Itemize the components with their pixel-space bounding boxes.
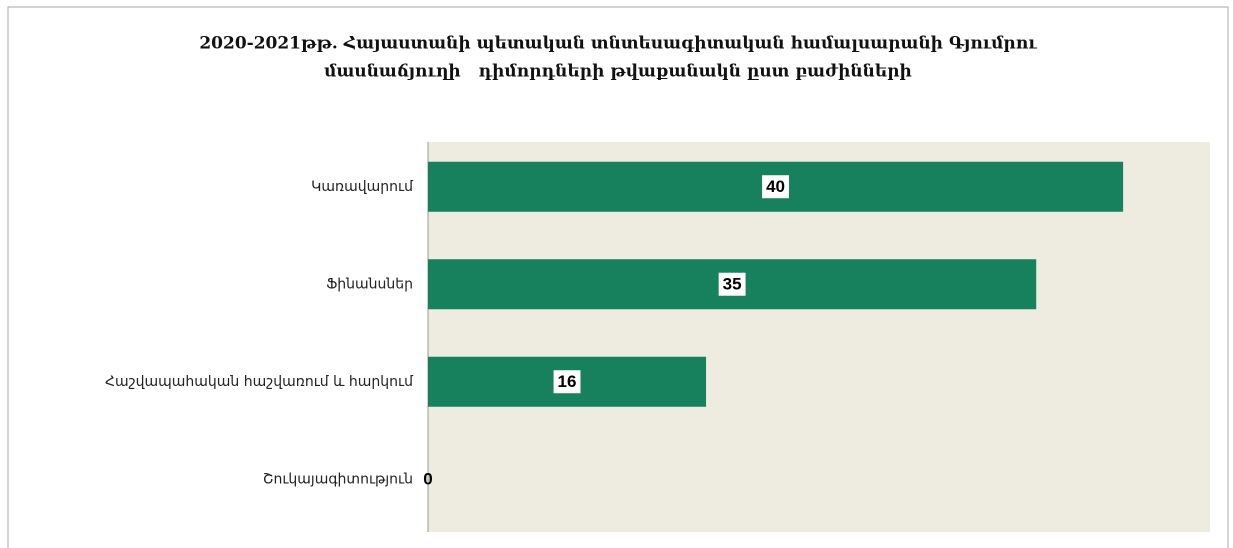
y-tick-label: Հաշվապահական հաշվառում և հարկում — [105, 374, 414, 390]
value-label: 16 — [558, 372, 577, 391]
chart-title: 2020-2021թթ. Հայաստանի պետական տնտեսագիտ… — [199, 34, 1037, 54]
y-tick-label: Կառավարում — [311, 179, 414, 195]
chart-title: մասնաճյուղի դիմորդների թվաքանակն ըստ բաժ… — [324, 62, 912, 82]
value-label: 40 — [766, 177, 785, 196]
value-label-box — [553, 370, 581, 394]
value-label-box — [762, 175, 790, 199]
value-label: 35 — [723, 275, 742, 294]
y-tick-label: Ֆինանսներ — [326, 276, 413, 292]
value-label-box — [718, 272, 746, 296]
y-tick-label: Շուկայագիտություն — [263, 471, 413, 487]
value-label: 0 — [423, 470, 432, 489]
